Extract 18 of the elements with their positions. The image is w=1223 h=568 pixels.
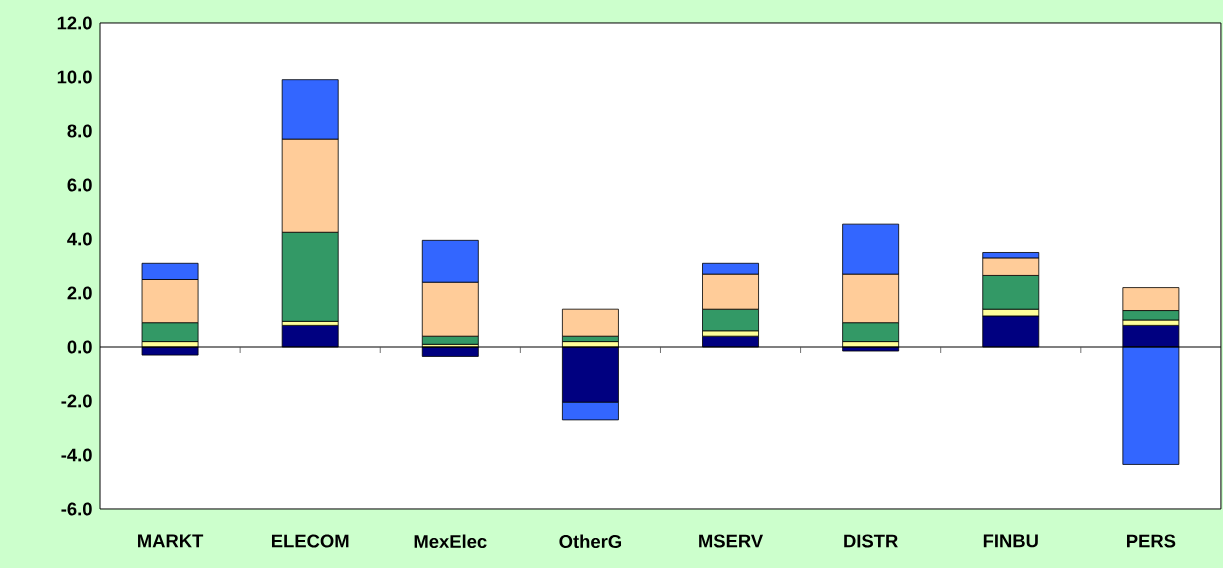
- x-tick-label: MSERV: [699, 534, 764, 548]
- y-tick-label: -4.0: [61, 448, 92, 462]
- y-tick-label: 2.0: [67, 286, 92, 300]
- x-tick-label: OtherG: [559, 534, 622, 549]
- x-tick-label: PERS: [1127, 534, 1176, 548]
- x-tick-label: DISTR: [844, 534, 898, 548]
- y-tick-label: 6.0: [67, 178, 92, 192]
- y-tick-label: 12.0: [57, 16, 92, 30]
- x-tick-label: MARKT: [138, 534, 204, 548]
- y-tick-label: 10.0: [57, 70, 92, 84]
- y-tick-label: 0.0: [67, 340, 92, 354]
- y-tick-label: -6.0: [61, 502, 92, 516]
- y-tick-label: 8.0: [67, 124, 92, 138]
- x-tick-label: ELECOM: [272, 534, 349, 548]
- y-tick-label: -2.0: [61, 394, 92, 408]
- x-tick-label: FINBU: [983, 534, 1038, 548]
- y-tick-label: 4.0: [67, 232, 92, 246]
- x-tick-label: MexElec: [414, 534, 487, 549]
